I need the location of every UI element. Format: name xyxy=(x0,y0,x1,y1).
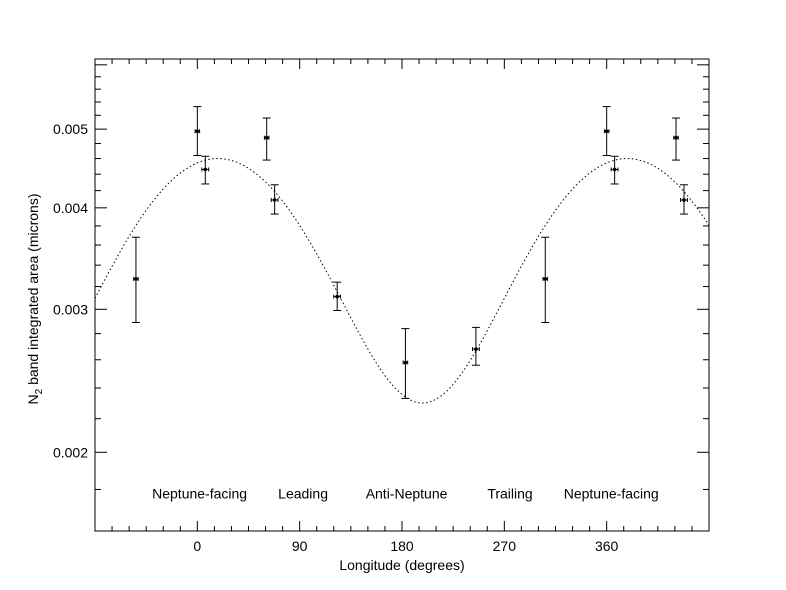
y-tick-label: 0.003 xyxy=(53,301,88,317)
point-marker xyxy=(134,277,138,281)
data-point xyxy=(333,281,342,311)
x-tick-label: 360 xyxy=(595,538,619,554)
point-marker xyxy=(195,129,200,134)
axis-ticks xyxy=(94,59,710,532)
x-axis-label: Longitude (degrees) xyxy=(339,557,464,573)
region-label: Neptune-facing xyxy=(152,485,247,501)
point-marker xyxy=(612,167,617,172)
data-point xyxy=(193,106,202,156)
point-marker xyxy=(272,198,277,202)
point-marker xyxy=(335,294,339,299)
y-tick-label: 0.004 xyxy=(53,200,88,216)
region-label: Anti-Neptune xyxy=(366,485,448,501)
x-tick-label: 270 xyxy=(493,538,517,554)
data-point xyxy=(471,326,480,366)
data-point xyxy=(131,236,140,323)
x-tick-label: 90 xyxy=(292,538,308,554)
data-point xyxy=(541,236,550,323)
region-label: Neptune-facing xyxy=(564,485,659,501)
plot-frame xyxy=(94,58,710,532)
data-point xyxy=(672,117,681,161)
x-tick-label: 180 xyxy=(390,538,414,554)
point-marker xyxy=(543,277,548,281)
data-point xyxy=(401,328,410,399)
data-point xyxy=(270,184,279,215)
point-marker xyxy=(403,360,408,365)
y-axis-label-main: N xyxy=(25,394,41,404)
point-marker xyxy=(682,198,686,202)
region-labels: Neptune-facing Leading Anti-Neptune Trailin… xyxy=(152,485,659,501)
data-point xyxy=(602,106,611,156)
y-axis-label: N2 band integrated area (microns) xyxy=(25,193,45,404)
model-curve xyxy=(94,158,710,404)
y-tick-label: 0.002 xyxy=(53,444,88,460)
x-tick-label: 0 xyxy=(193,538,201,554)
data-point xyxy=(201,155,210,185)
data-points xyxy=(131,106,688,399)
data-point xyxy=(262,117,271,161)
y-tick-label: 0.005 xyxy=(53,121,88,137)
point-marker xyxy=(604,129,609,134)
point-marker xyxy=(203,167,208,172)
tick-labels: 0 90 180 270 360 0.002 0.003 0.004 0.005 xyxy=(53,121,619,554)
model-line xyxy=(94,158,710,404)
data-point xyxy=(679,184,688,215)
data-point xyxy=(610,155,619,185)
region-label: Trailing xyxy=(487,485,532,501)
y-axis-label-rest: band integrated area (microns) xyxy=(25,193,41,388)
point-marker xyxy=(264,135,269,140)
point-marker xyxy=(474,347,478,351)
point-marker xyxy=(674,135,678,140)
region-label: Leading xyxy=(278,485,328,501)
y-axis-label-sub: 2 xyxy=(34,388,45,394)
